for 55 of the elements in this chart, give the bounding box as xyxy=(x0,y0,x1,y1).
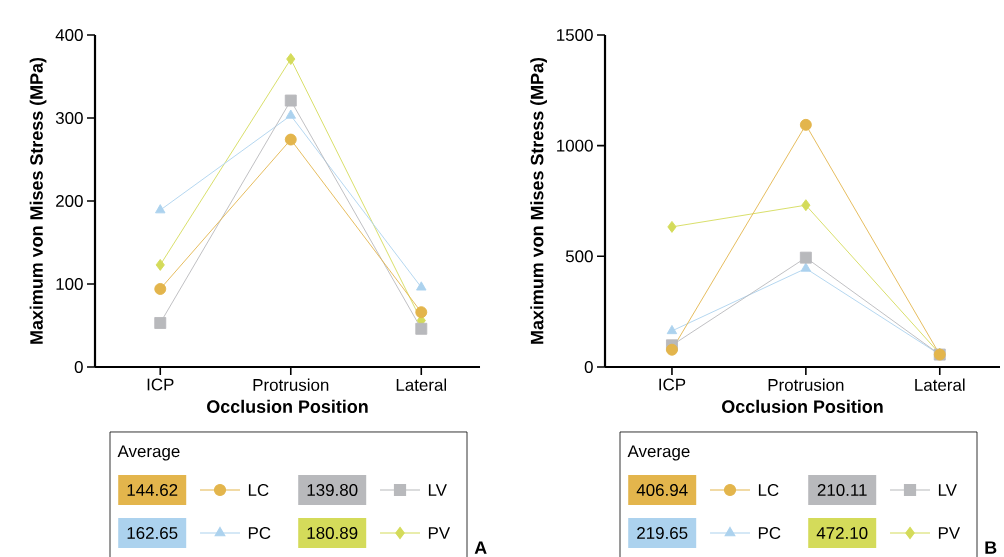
y-tick-label: 0 xyxy=(584,360,593,373)
point xyxy=(801,199,811,212)
legend-label: LV xyxy=(428,484,447,496)
point xyxy=(667,220,677,233)
point xyxy=(284,94,297,107)
text: 162.65 xyxy=(127,526,178,539)
y-tick-label: 500 xyxy=(565,250,593,263)
point xyxy=(799,251,812,264)
text: 210.11 xyxy=(817,483,867,496)
point xyxy=(416,281,427,291)
x-tick-label: ICP xyxy=(147,378,174,391)
point xyxy=(415,322,428,335)
y-tick-label: 400 xyxy=(55,28,83,41)
text: 219.65 xyxy=(637,526,688,539)
y-axis-title: Maximum von Mises Stress (MPa) xyxy=(530,57,547,344)
text: 180.89 xyxy=(307,526,358,539)
legend-label: LV xyxy=(938,484,957,496)
legend-label: PC xyxy=(758,526,781,539)
y-tick-label: 300 xyxy=(55,111,83,124)
y-tick-label: 100 xyxy=(56,277,83,290)
legend-label: PV xyxy=(938,527,961,539)
x-tick-label: Protrusion xyxy=(253,378,329,391)
legend-label: LC xyxy=(248,483,269,496)
point xyxy=(799,118,812,131)
point xyxy=(154,317,167,329)
point xyxy=(284,133,297,146)
x-axis-title: Occlusion Position xyxy=(207,399,368,413)
y-axis-title: Maximum von Mises Stress (MPa) xyxy=(29,57,47,344)
text: A xyxy=(474,541,487,554)
text: 144.62 xyxy=(127,483,178,496)
x-tick-label: Lateral xyxy=(915,378,965,391)
x-tick-label: Protrusion xyxy=(768,378,844,391)
text: B xyxy=(985,541,997,554)
text: 472.10 xyxy=(816,526,868,539)
legend-label: LC xyxy=(758,483,779,496)
text: 406.94 xyxy=(636,483,688,496)
point xyxy=(155,204,166,214)
y-tick-label: 1000 xyxy=(557,139,593,152)
point xyxy=(415,306,428,319)
legend-title: Average xyxy=(117,445,180,461)
legend-label: PC xyxy=(248,526,271,539)
y-tick-label: 0 xyxy=(74,360,83,373)
x-tick-label: Lateral xyxy=(396,378,447,391)
y-tick-label: 1500 xyxy=(557,28,593,41)
legend-label: PV xyxy=(428,527,451,539)
point xyxy=(285,109,296,119)
y-tick-label: 200 xyxy=(56,194,83,207)
point xyxy=(286,53,296,66)
point xyxy=(666,343,678,356)
point xyxy=(154,283,167,295)
legend-title: Average xyxy=(627,445,690,461)
text: 139.80 xyxy=(307,483,358,496)
x-axis-title: Occlusion Position xyxy=(722,399,883,413)
point xyxy=(155,258,165,271)
x-tick-label: ICP xyxy=(659,378,686,391)
